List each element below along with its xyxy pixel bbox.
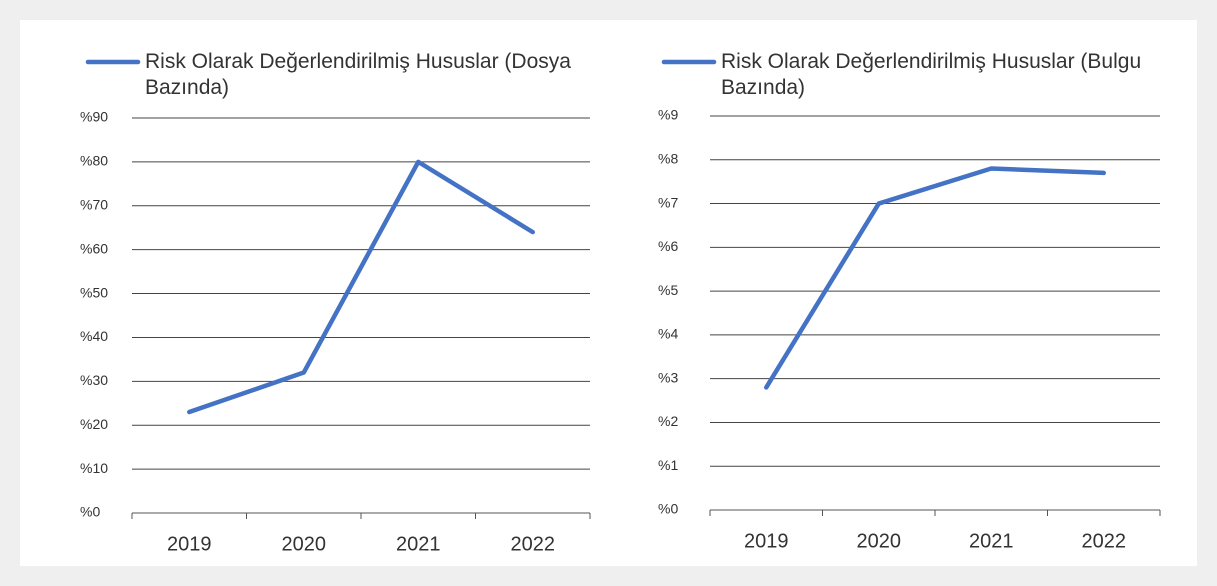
y-tick-label: %1 (658, 457, 678, 473)
x-tick-label: 2019 (167, 533, 212, 555)
y-tick-label: %90 (80, 109, 108, 125)
x-tick-label: 2022 (511, 533, 556, 555)
y-tick-label: %7 (658, 194, 678, 210)
x-tick-label: 2021 (396, 533, 441, 555)
y-tick-label: %60 (80, 240, 108, 256)
y-tick-label: %5 (658, 282, 678, 298)
series-line (187, 159, 535, 415)
x-tick-label: 2020 (857, 530, 902, 552)
legend-label: Risk Olarak Değerlendirilmiş Hususlar (D… (145, 50, 571, 99)
y-tick-label: %6 (658, 238, 678, 254)
series-line (764, 166, 1106, 390)
y-tick-label: %8 (658, 150, 678, 166)
y-tick-label: %2 (658, 413, 678, 429)
y-tick-label: %20 (80, 416, 108, 432)
y-tick-label: %0 (658, 501, 678, 517)
y-tick-label: %4 (658, 326, 678, 342)
panel (20, 20, 1197, 566)
legend-label: Risk Olarak Değerlendirilmiş Hususlar (B… (721, 50, 1142, 99)
x-tick-label: 2021 (969, 530, 1014, 552)
y-tick-label: %50 (80, 284, 108, 300)
y-tick-label: %0 (80, 504, 100, 520)
y-tick-label: %30 (80, 372, 108, 388)
x-tick-label: 2020 (282, 533, 327, 555)
y-tick-label: %70 (80, 196, 108, 212)
y-tick-label: %80 (80, 153, 108, 169)
y-tick-label: %3 (658, 369, 678, 385)
y-tick-label: %40 (80, 328, 108, 344)
x-tick-label: 2022 (1082, 530, 1127, 552)
y-tick-label: %9 (658, 107, 678, 123)
y-tick-label: %10 (80, 460, 108, 476)
x-tick-label: 2019 (744, 530, 789, 552)
